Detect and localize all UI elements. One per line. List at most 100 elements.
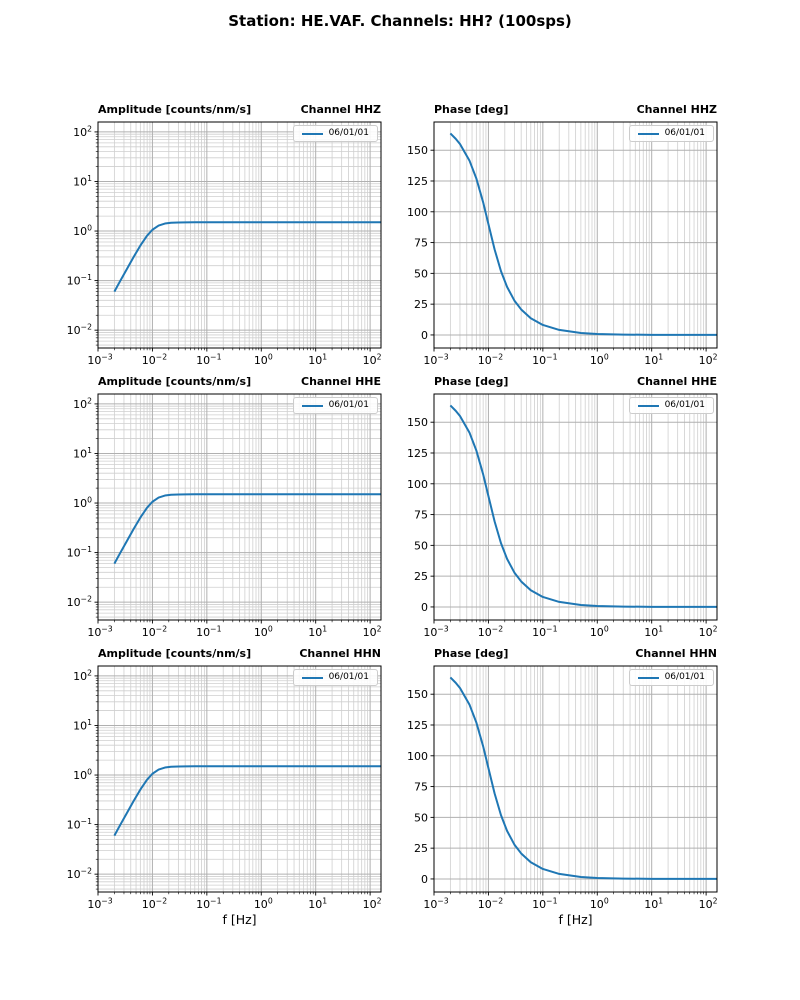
svg-text:10−3: 10−3 bbox=[423, 625, 448, 640]
svg-text:10−2: 10−2 bbox=[142, 897, 167, 912]
legend-label: 06/01/01 bbox=[328, 128, 369, 138]
svg-text:100: 100 bbox=[590, 625, 609, 640]
svg-text:101: 101 bbox=[644, 897, 663, 912]
response-curve bbox=[449, 132, 717, 336]
subplot-phase-hhn: 10−3 10−2 10−1 100 101 102 150 125 100 75 50 25 0 Ph… bbox=[382, 646, 729, 936]
svg-text:75: 75 bbox=[414, 237, 428, 250]
plot-canvas: 10−3 10−2 10−1 100 101 102 102 101 100 10−1 10−2 bbox=[67, 665, 382, 912]
legend-line-sample bbox=[301, 676, 323, 679]
svg-text:10−2: 10−2 bbox=[67, 323, 92, 338]
plot-canvas: 10−3 10−2 10−1 100 101 102 150 125 100 75 50 25 0 bbox=[407, 665, 718, 912]
svg-text:10−2: 10−2 bbox=[478, 353, 503, 368]
subplot-amplitude-hhn: 10−3 10−2 10−1 100 101 102 102 101 100 10−1 10−2 A… bbox=[46, 646, 393, 936]
channel-label: Channel HHZ bbox=[636, 103, 717, 116]
svg-text:125: 125 bbox=[407, 719, 428, 732]
channel-label: Channel HHN bbox=[299, 647, 381, 660]
subplot-phase-hhe: 10−3 10−2 10−1 100 101 102 150 125 100 75 50 25 0 Ph… bbox=[382, 374, 729, 664]
svg-text:102: 102 bbox=[73, 396, 92, 411]
x-axis-label: f [Hz] bbox=[222, 912, 257, 927]
legend-line-sample bbox=[301, 404, 323, 407]
plot-canvas: 10−3 10−2 10−1 100 101 102 102 101 100 10−1 10−2 bbox=[67, 121, 382, 368]
channel-label: Channel HHZ bbox=[300, 103, 381, 116]
subplot-header: Phase [deg] Channel HHE bbox=[434, 375, 717, 388]
legend-line-sample bbox=[637, 676, 659, 679]
svg-text:102: 102 bbox=[363, 625, 382, 640]
response-curve bbox=[449, 676, 717, 880]
legend-label: 06/01/01 bbox=[664, 128, 705, 138]
axis-title-amplitude: Amplitude [counts/nm/s] bbox=[98, 103, 252, 116]
channel-label: Channel HHE bbox=[637, 375, 717, 388]
svg-text:100: 100 bbox=[254, 897, 273, 912]
svg-text:10−1: 10−1 bbox=[67, 545, 92, 560]
svg-text:50: 50 bbox=[414, 811, 428, 824]
plot-canvas: 10−3 10−2 10−1 100 101 102 102 101 100 10−1 10−2 bbox=[67, 393, 382, 640]
legend-label: 06/01/01 bbox=[664, 672, 705, 682]
svg-text:75: 75 bbox=[414, 781, 428, 794]
svg-text:100: 100 bbox=[254, 625, 273, 640]
svg-text:75: 75 bbox=[414, 509, 428, 522]
svg-text:25: 25 bbox=[414, 570, 428, 583]
svg-text:102: 102 bbox=[363, 897, 382, 912]
svg-text:102: 102 bbox=[73, 124, 92, 139]
axis-title-amplitude: Amplitude [counts/nm/s] bbox=[98, 647, 252, 660]
subplot-header: Phase [deg] Channel HHN bbox=[434, 647, 717, 660]
channel-label: Channel HHE bbox=[301, 375, 381, 388]
subplot-amplitude-hhz: 10−3 10−2 10−1 100 101 102 102 101 100 10−1 10−2 A… bbox=[46, 102, 393, 392]
svg-text:102: 102 bbox=[699, 353, 718, 368]
svg-text:100: 100 bbox=[73, 496, 92, 511]
svg-text:10−1: 10−1 bbox=[67, 817, 92, 832]
svg-text:100: 100 bbox=[590, 353, 609, 368]
channel-label: Channel HHN bbox=[635, 647, 717, 660]
svg-text:101: 101 bbox=[308, 625, 327, 640]
svg-text:10−3: 10−3 bbox=[87, 625, 112, 640]
subplot-header: Amplitude [counts/nm/s] Channel HHE bbox=[98, 375, 381, 388]
svg-text:25: 25 bbox=[414, 842, 428, 855]
svg-text:10−2: 10−2 bbox=[478, 625, 503, 640]
subplot-header: Amplitude [counts/nm/s] Channel HHN bbox=[98, 647, 381, 660]
subplot-header: Amplitude [counts/nm/s] Channel HHZ bbox=[98, 103, 381, 116]
svg-text:10−2: 10−2 bbox=[142, 353, 167, 368]
x-axis-label: f [Hz] bbox=[558, 912, 593, 927]
svg-text:101: 101 bbox=[308, 353, 327, 368]
legend: 06/01/01 bbox=[628, 397, 714, 414]
svg-text:10−3: 10−3 bbox=[423, 897, 448, 912]
svg-text:25: 25 bbox=[414, 298, 428, 311]
response-curve bbox=[449, 404, 717, 608]
axis-title-amplitude: Amplitude [counts/nm/s] bbox=[98, 375, 252, 388]
plot-canvas: 10−3 10−2 10−1 100 101 102 150 125 100 75 50 25 0 bbox=[407, 121, 718, 368]
figure-title: Station: HE.VAF. Channels: HH? (100sps) bbox=[228, 12, 572, 30]
axis-title-phase: Phase [deg] bbox=[434, 375, 509, 388]
svg-text:10−2: 10−2 bbox=[142, 625, 167, 640]
svg-text:10−3: 10−3 bbox=[423, 353, 448, 368]
svg-text:101: 101 bbox=[73, 446, 92, 461]
legend: 06/01/01 bbox=[628, 669, 714, 686]
legend: 06/01/01 bbox=[628, 125, 714, 142]
svg-text:10−1: 10−1 bbox=[532, 353, 557, 368]
response-curve bbox=[113, 493, 381, 565]
svg-text:102: 102 bbox=[699, 625, 718, 640]
svg-text:101: 101 bbox=[308, 897, 327, 912]
svg-text:50: 50 bbox=[414, 539, 428, 552]
svg-text:150: 150 bbox=[407, 416, 428, 429]
svg-text:10−1: 10−1 bbox=[532, 625, 557, 640]
svg-text:101: 101 bbox=[644, 353, 663, 368]
svg-text:101: 101 bbox=[73, 718, 92, 733]
axis-title-phase: Phase [deg] bbox=[434, 647, 509, 660]
svg-text:0: 0 bbox=[421, 873, 428, 886]
svg-text:150: 150 bbox=[407, 144, 428, 157]
legend-label: 06/01/01 bbox=[664, 400, 705, 410]
svg-text:125: 125 bbox=[407, 447, 428, 460]
svg-text:0: 0 bbox=[421, 601, 428, 614]
svg-text:101: 101 bbox=[73, 174, 92, 189]
response-curve bbox=[113, 221, 381, 293]
legend-line-sample bbox=[301, 132, 323, 135]
legend-label: 06/01/01 bbox=[328, 400, 369, 410]
legend-line-sample bbox=[637, 132, 659, 135]
legend-label: 06/01/01 bbox=[328, 672, 369, 682]
svg-text:100: 100 bbox=[407, 750, 428, 763]
svg-text:10−2: 10−2 bbox=[67, 867, 92, 882]
svg-text:102: 102 bbox=[363, 353, 382, 368]
svg-text:10−2: 10−2 bbox=[478, 897, 503, 912]
svg-text:10−1: 10−1 bbox=[196, 353, 221, 368]
subplot-phase-hhz: 10−3 10−2 10−1 100 101 102 150 125 100 75 50 25 0 Ph… bbox=[382, 102, 729, 392]
